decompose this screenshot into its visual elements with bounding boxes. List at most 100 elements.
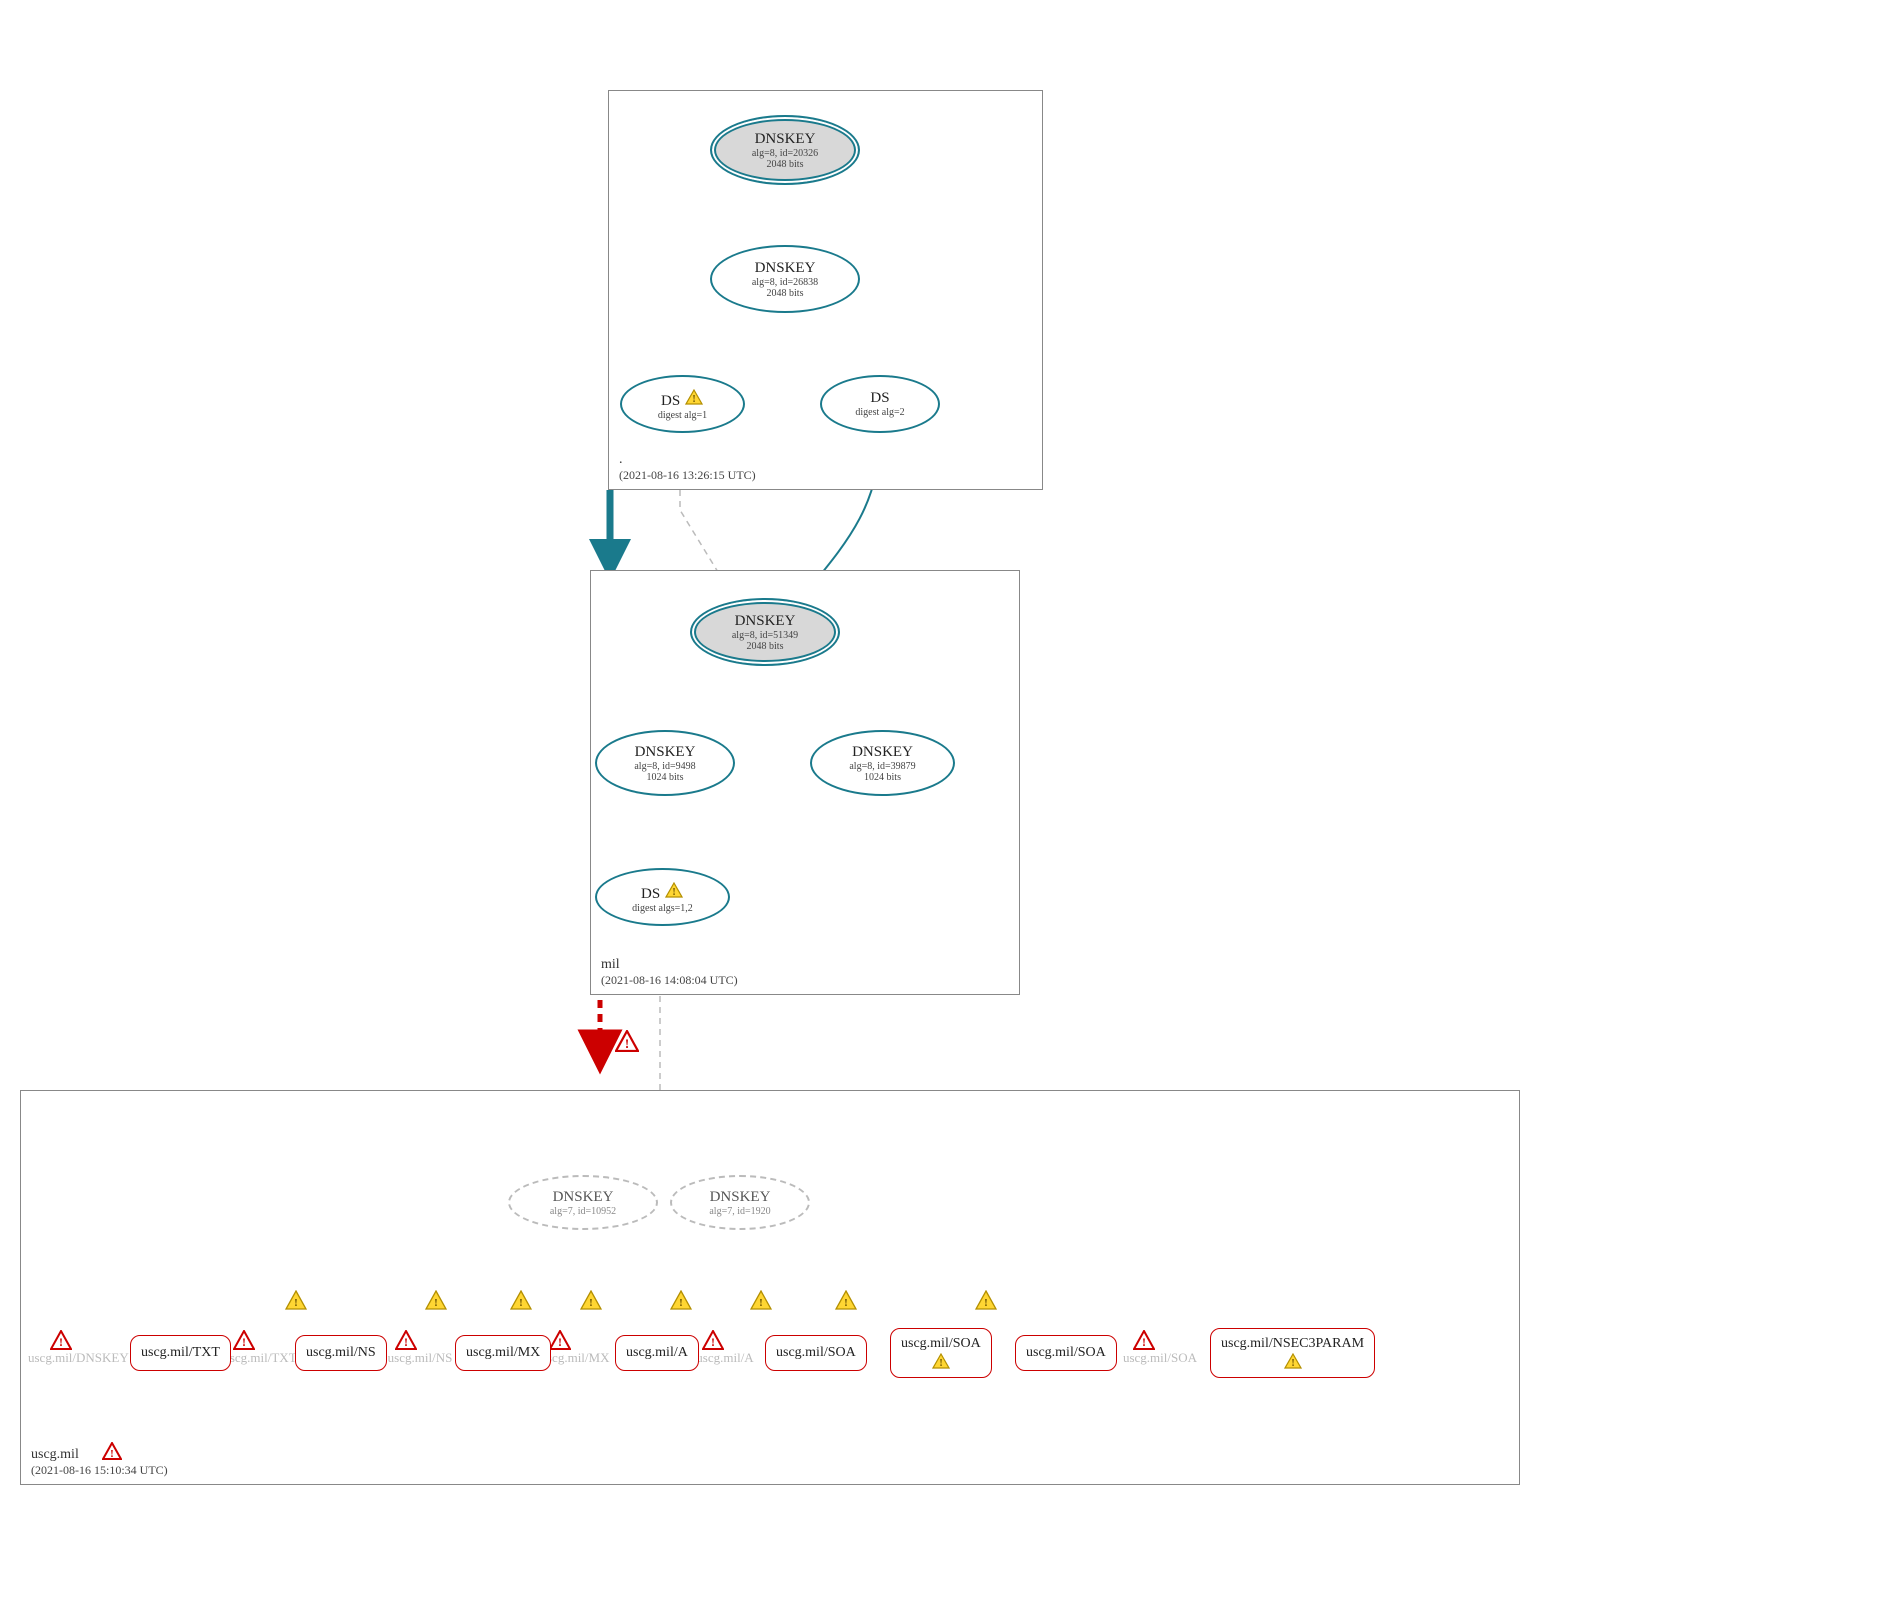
warning-icon: ! bbox=[510, 1290, 534, 1312]
diagram-container: . (2021-08-16 13:26:15 UTC) mil (2021-08… bbox=[10, 10, 1870, 1610]
rrset-nsec3param: uscg.mil/NSEC3PARAM ! bbox=[1210, 1328, 1375, 1378]
ghost-txt: uscg.mil/TXT bbox=[220, 1350, 300, 1366]
node-mil-zsk1-title: DNSKEY bbox=[635, 744, 696, 761]
ghost-ns: uscg.mil/NS bbox=[380, 1350, 460, 1366]
node-mil-zsk1-l3: 1024 bits bbox=[647, 772, 684, 783]
zone-mil-timestamp: (2021-08-16 14:08:04 UTC) bbox=[601, 973, 738, 987]
warning-icon: ! bbox=[750, 1290, 774, 1312]
node-root-ksk-title: DNSKEY bbox=[755, 131, 816, 148]
rrset-label: uscg.mil/TXT bbox=[141, 1345, 220, 1361]
warning-icon: ! bbox=[684, 388, 704, 406]
rrset-label: uscg.mil/SOA bbox=[901, 1336, 981, 1352]
warning-icon: ! bbox=[285, 1290, 309, 1312]
node-uscg-key2-title: DNSKEY bbox=[710, 1189, 771, 1206]
zone-root-timestamp: (2021-08-16 13:26:15 UTC) bbox=[619, 468, 756, 482]
warning-icon: ! bbox=[975, 1290, 999, 1312]
svg-text:!: ! bbox=[679, 1297, 683, 1309]
error-icon: ! bbox=[549, 1330, 573, 1352]
rrset-label: uscg.mil/A bbox=[626, 1345, 688, 1361]
svg-text:!: ! bbox=[711, 1335, 715, 1349]
error-icon: ! bbox=[50, 1330, 74, 1352]
zone-uscg-label: uscg.mil ! (2021-08-16 15:10:34 UTC) bbox=[31, 1440, 168, 1479]
rrset-label: uscg.mil/SOA bbox=[1026, 1345, 1106, 1361]
svg-text:!: ! bbox=[111, 1448, 115, 1460]
svg-text:!: ! bbox=[625, 1036, 629, 1051]
warning-icon: ! bbox=[835, 1290, 859, 1312]
rrset-label: uscg.mil/SOA bbox=[776, 1345, 856, 1361]
svg-text:!: ! bbox=[59, 1335, 63, 1349]
svg-text:!: ! bbox=[558, 1335, 562, 1349]
svg-text:!: ! bbox=[672, 887, 675, 898]
svg-text:!: ! bbox=[692, 394, 695, 405]
zone-uscg-timestamp: (2021-08-16 15:10:34 UTC) bbox=[31, 1463, 168, 1477]
rrset-soa-1: uscg.mil/SOA bbox=[765, 1335, 867, 1371]
svg-text:!: ! bbox=[844, 1297, 848, 1309]
node-root-zsk-l2: alg=8, id=26838 bbox=[752, 277, 818, 288]
node-uscg-key2-l2: alg=7, id=1920 bbox=[709, 1206, 770, 1217]
node-root-ksk-l2: alg=8, id=20326 bbox=[752, 148, 818, 159]
zone-uscg: uscg.mil ! (2021-08-16 15:10:34 UTC) bbox=[20, 1090, 1520, 1485]
svg-text:!: ! bbox=[434, 1297, 438, 1309]
node-mil-zsk2: DNSKEY alg=8, id=39879 1024 bits bbox=[810, 730, 955, 796]
node-mil-zsk2-l2: alg=8, id=39879 bbox=[849, 761, 915, 772]
svg-text:!: ! bbox=[1291, 1358, 1294, 1369]
node-mil-ksk-title: DNSKEY bbox=[735, 613, 796, 630]
node-mil-ds-title: DS ! bbox=[641, 881, 684, 903]
node-mil-ksk: DNSKEY alg=8, id=51349 2048 bits bbox=[690, 598, 840, 666]
zone-root-name: . bbox=[619, 452, 623, 467]
node-root-ds1-title: DS ! bbox=[661, 388, 704, 410]
warning-icon: ! bbox=[425, 1290, 449, 1312]
node-root-zsk-title: DNSKEY bbox=[755, 260, 816, 277]
warning-icon: ! bbox=[670, 1290, 694, 1312]
node-mil-zsk1: DNSKEY alg=8, id=9498 1024 bits bbox=[595, 730, 735, 796]
ghost-dnskey: uscg.mil/DNSKEY bbox=[28, 1350, 128, 1366]
warning-icon: ! bbox=[664, 881, 684, 899]
error-icon: ! bbox=[395, 1330, 419, 1352]
node-root-ds2-l2: digest alg=2 bbox=[855, 407, 904, 418]
rrset-txt: uscg.mil/TXT bbox=[130, 1335, 231, 1371]
error-icon: ! bbox=[702, 1330, 726, 1352]
warning-icon: ! bbox=[931, 1352, 951, 1370]
rrset-mx: uscg.mil/MX bbox=[455, 1335, 551, 1371]
error-icon: ! bbox=[1133, 1330, 1157, 1352]
zone-uscg-name: uscg.mil bbox=[31, 1447, 79, 1462]
zone-mil-label: mil (2021-08-16 14:08:04 UTC) bbox=[601, 957, 738, 989]
ghost-a: uscg.mil/A bbox=[690, 1350, 760, 1366]
rrset-label: uscg.mil/NS bbox=[306, 1345, 376, 1361]
node-mil-ksk-l3: 2048 bits bbox=[747, 641, 784, 652]
zone-mil-name: mil bbox=[601, 957, 620, 972]
rrset-a: uscg.mil/A bbox=[615, 1335, 699, 1371]
svg-text:!: ! bbox=[589, 1297, 593, 1309]
svg-text:!: ! bbox=[294, 1297, 298, 1309]
node-root-ksk: DNSKEY alg=8, id=20326 2048 bits bbox=[710, 115, 860, 185]
node-root-zsk-l3: 2048 bits bbox=[767, 288, 804, 299]
node-root-ds2-title: DS bbox=[870, 390, 889, 407]
node-mil-ksk-l2: alg=8, id=51349 bbox=[732, 630, 798, 641]
rrset-soa-3: uscg.mil/SOA bbox=[1015, 1335, 1117, 1371]
node-uscg-key1-l2: alg=7, id=10952 bbox=[550, 1206, 616, 1217]
ghost-soa: uscg.mil/SOA bbox=[1115, 1350, 1205, 1366]
node-root-zsk: DNSKEY alg=8, id=26838 2048 bits bbox=[710, 245, 860, 313]
svg-text:!: ! bbox=[1142, 1335, 1146, 1349]
node-uscg-key1-title: DNSKEY bbox=[553, 1189, 614, 1206]
rrset-ns: uscg.mil/NS bbox=[295, 1335, 387, 1371]
svg-text:!: ! bbox=[404, 1335, 408, 1349]
node-uscg-key1: DNSKEY alg=7, id=10952 bbox=[508, 1175, 658, 1230]
warning-icon: ! bbox=[1283, 1352, 1303, 1370]
node-mil-zsk2-l3: 1024 bits bbox=[864, 772, 901, 783]
rrset-label: uscg.mil/NSEC3PARAM bbox=[1221, 1336, 1364, 1352]
svg-text:!: ! bbox=[242, 1335, 246, 1349]
node-root-ds2: DS digest alg=2 bbox=[820, 375, 940, 433]
svg-text:!: ! bbox=[519, 1297, 523, 1309]
node-root-ds1-l2: digest alg=1 bbox=[658, 410, 707, 421]
node-mil-ds-l2: digest algs=1,2 bbox=[632, 903, 693, 914]
svg-text:!: ! bbox=[939, 1358, 942, 1369]
svg-text:!: ! bbox=[759, 1297, 763, 1309]
rrset-soa-2: uscg.mil/SOA ! bbox=[890, 1328, 992, 1378]
error-icon: ! bbox=[615, 1030, 639, 1052]
node-root-ds1: DS ! digest alg=1 bbox=[620, 375, 745, 433]
node-mil-ds: DS ! digest algs=1,2 bbox=[595, 868, 730, 926]
svg-text:!: ! bbox=[984, 1297, 988, 1309]
node-uscg-key2: DNSKEY alg=7, id=1920 bbox=[670, 1175, 810, 1230]
node-root-ksk-l3: 2048 bits bbox=[767, 159, 804, 170]
